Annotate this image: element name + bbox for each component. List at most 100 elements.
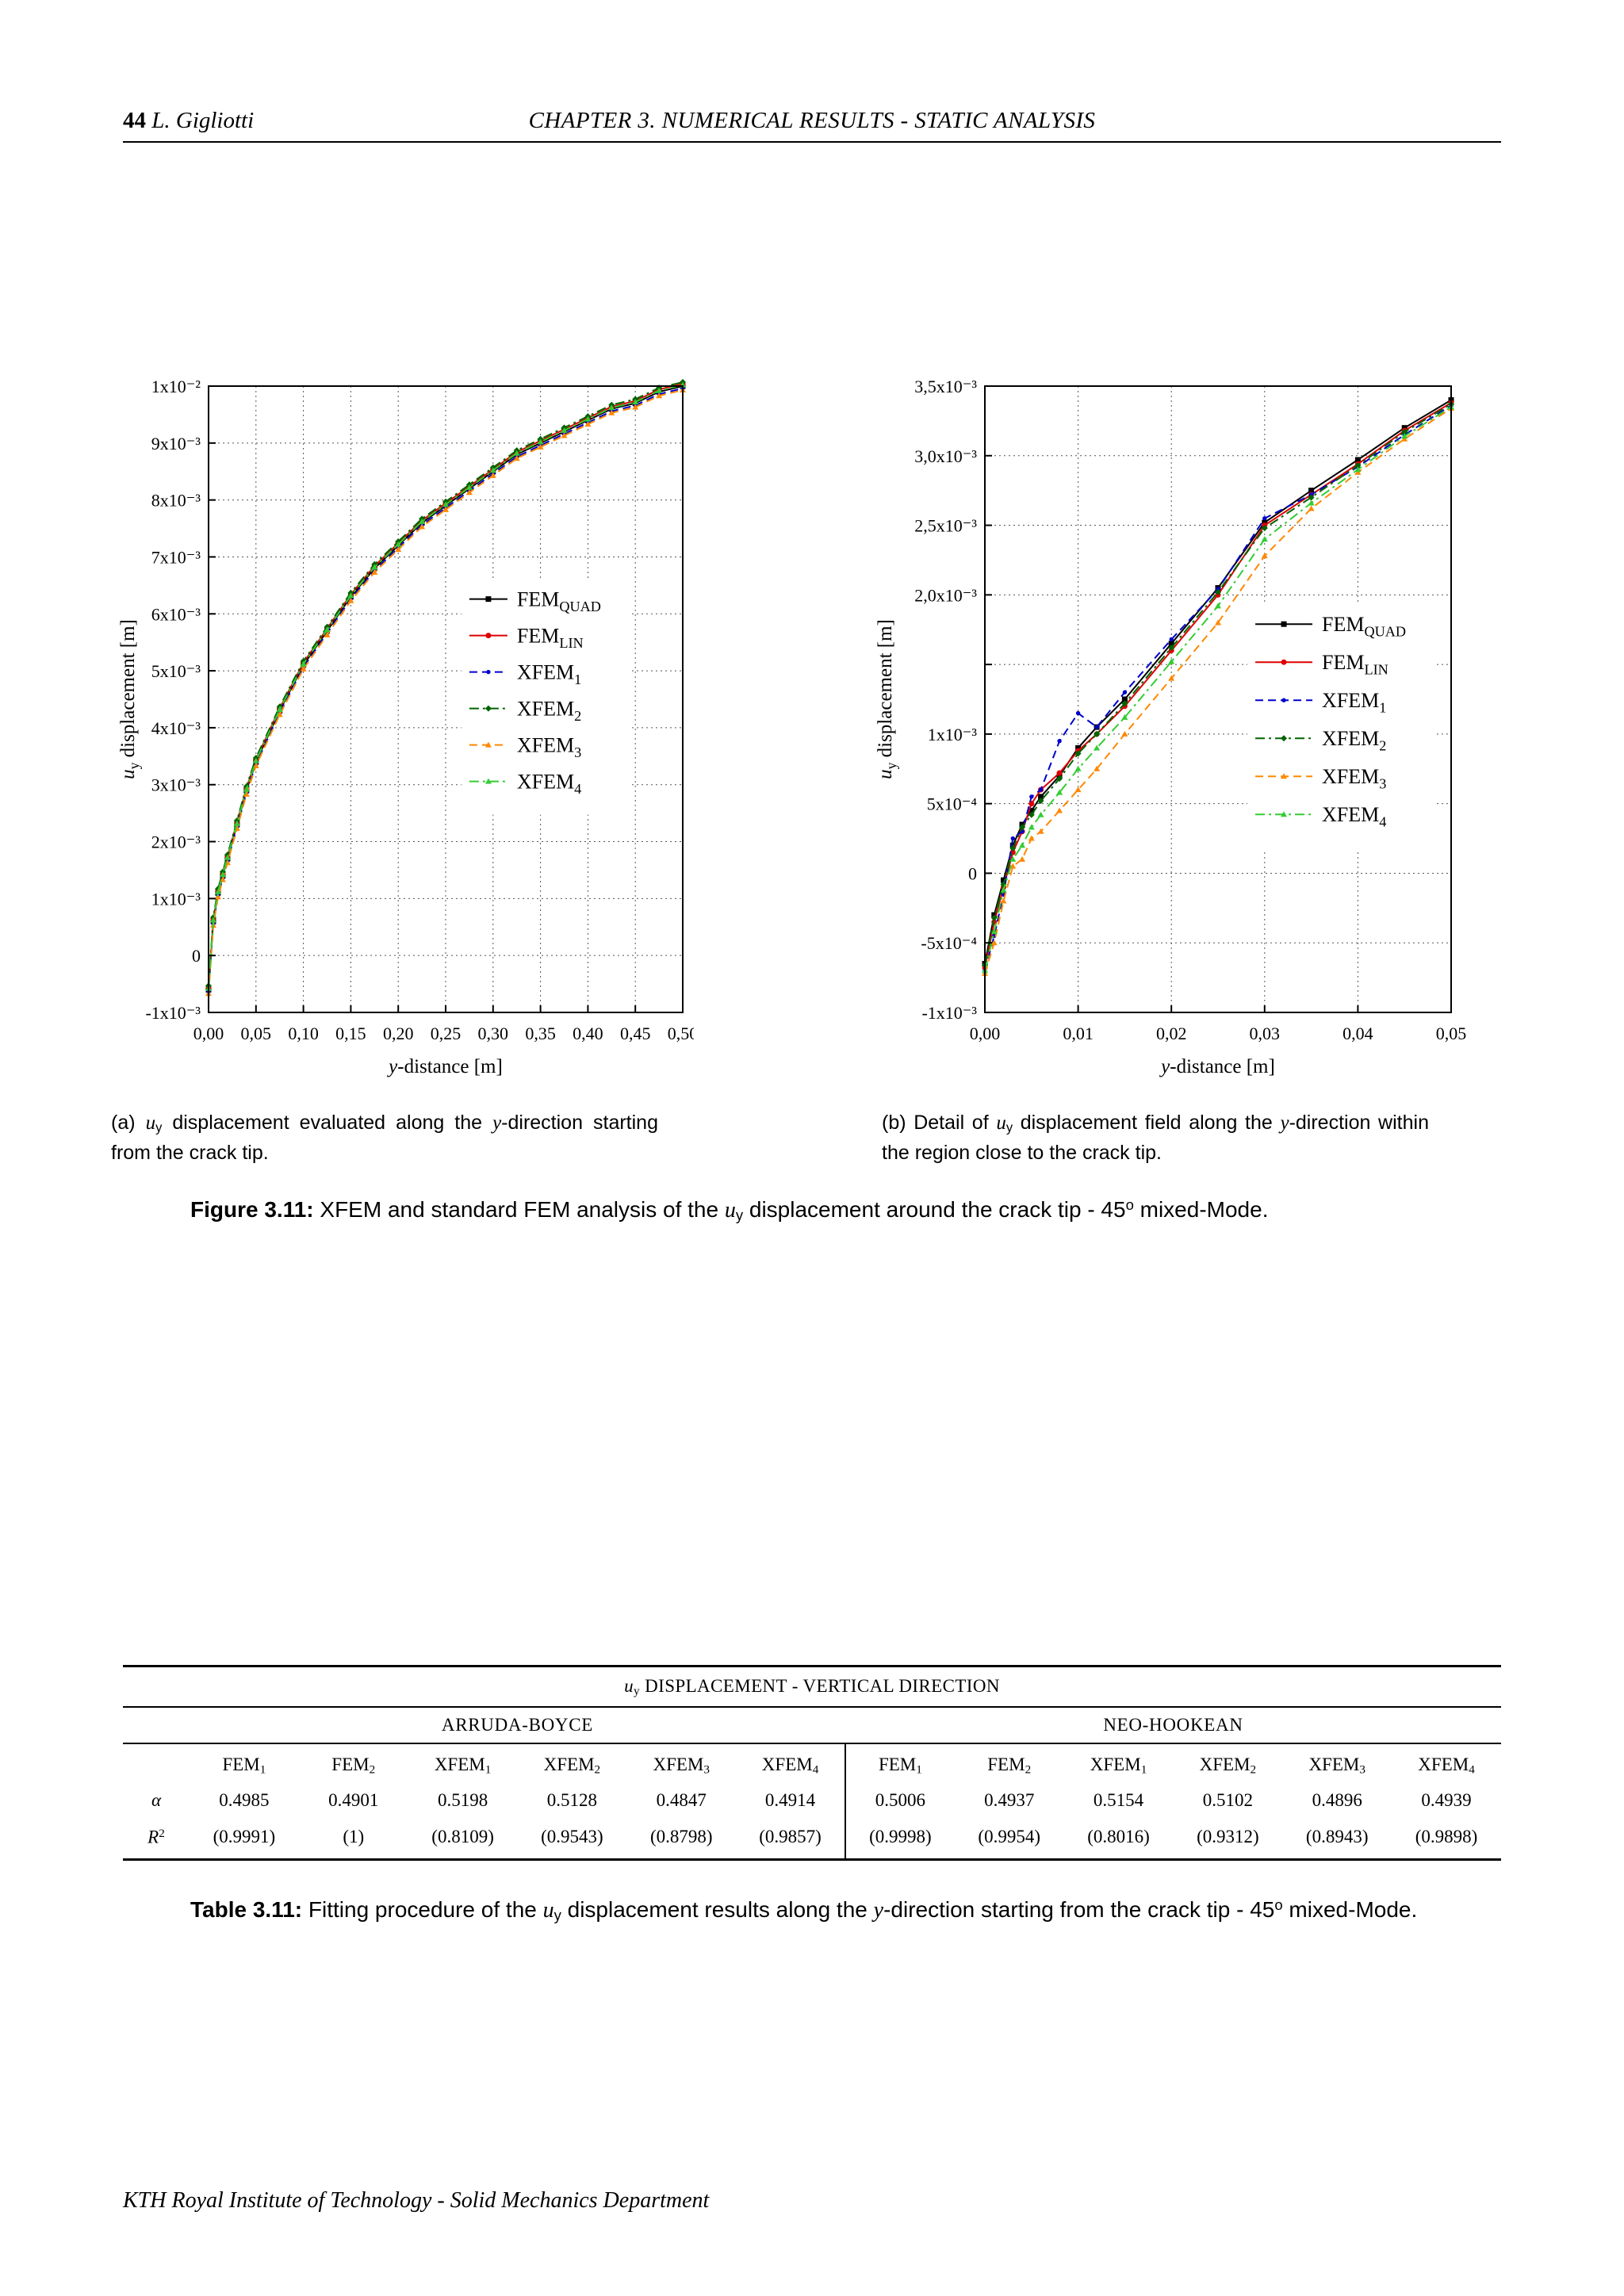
table-cell: 0.4937 — [984, 1789, 1035, 1810]
svg-text:FEMQUAD: FEMQUAD — [1322, 613, 1406, 639]
col-header-xfem3-ab: XFEM3 — [653, 1755, 710, 1777]
svg-text:0,05: 0,05 — [241, 1024, 272, 1043]
svg-text:XFEM4: XFEM4 — [1322, 803, 1386, 829]
figure-caption: Figure 3.11: XFEM and standard FEM analy… — [190, 1196, 1269, 1224]
results-table: uy DISPLACEMENT - VERTICAL DIRECTION ARR… — [123, 1665, 1501, 1862]
svg-text:0,20: 0,20 — [383, 1024, 414, 1043]
svg-text:3,5x10⁻³: 3,5x10⁻³ — [914, 377, 977, 396]
svg-text:-1x10⁻³: -1x10⁻³ — [145, 1003, 201, 1023]
svg-text:0,25: 0,25 — [431, 1024, 462, 1043]
table-cell: (0.8798) — [626, 1818, 737, 1862]
svg-text:2x10⁻³: 2x10⁻³ — [151, 832, 201, 852]
svg-text:0: 0 — [192, 946, 201, 966]
svg-text:3x10⁻³: 3x10⁻³ — [151, 775, 201, 795]
col-header-xfem2-nh: XFEM2 — [1199, 1755, 1257, 1777]
svg-text:0,05: 0,05 — [1436, 1024, 1467, 1043]
chart-a-canvas: 0,00 0,05 0,10 0,15 0,20 0,25 0,30 0,35 0,40 0,45… — [117, 377, 698, 1077]
table-group-row: ARRUDA-BOYCE NEO-HOOKEAN — [123, 1707, 1501, 1745]
row-label-r2: R2 — [123, 1818, 190, 1862]
table-cell: (0.9857) — [736, 1818, 845, 1862]
header-rule — [123, 141, 1501, 143]
table-cell: 0.5006 — [844, 1781, 955, 1819]
svg-text:2,5x10⁻³: 2,5x10⁻³ — [914, 516, 977, 536]
svg-text:8x10⁻³: 8x10⁻³ — [151, 491, 201, 511]
table-header-row: FEM1 FEM2 XFEM1 XFEM2 XFEM3 XFEM4 FEM1 F… — [123, 1743, 1501, 1782]
table-cell: (0.9312) — [1173, 1818, 1283, 1862]
svg-text:0,03: 0,03 — [1250, 1024, 1281, 1043]
col-header-xfem4-ab: XFEM4 — [761, 1755, 819, 1777]
svg-text:uy displacement [m]: uy displacement [m] — [875, 619, 899, 779]
table-cell: 0.5198 — [437, 1789, 488, 1810]
svg-text:3,0x10⁻³: 3,0x10⁻³ — [914, 446, 977, 466]
svg-text:XFEM2: XFEM2 — [517, 698, 581, 724]
table-caption: Table 3.11: Fitting procedure of the uy … — [190, 1896, 1418, 1924]
col-header-fem2-nh: FEM2 — [987, 1755, 1032, 1777]
svg-text:-5x10⁻⁴: -5x10⁻⁴ — [921, 933, 977, 953]
table-cell: 0.4914 — [764, 1789, 816, 1810]
table-row-r2: R2 (0.9991) (1) (0.8109) (0.9543) (0.879… — [123, 1818, 1501, 1862]
group-header-neo-hookean: NEO-HOOKEAN — [845, 1707, 1501, 1745]
svg-text:0,30: 0,30 — [478, 1024, 509, 1043]
table-row-alpha: α 0.4985 0.4901 0.5198 0.5128 0.4847 0.4… — [123, 1781, 1501, 1819]
svg-text:5x10⁻⁴: 5x10⁻⁴ — [927, 794, 978, 814]
svg-text:XFEM4: XFEM4 — [517, 771, 581, 797]
table-corner-blank — [123, 1707, 190, 1745]
svg-text:1x10⁻³: 1x10⁻³ — [928, 725, 978, 744]
table-cell: 0.4985 — [219, 1789, 270, 1810]
table-cell: 0.4939 — [1421, 1789, 1472, 1810]
table-cell: (0.8109) — [408, 1818, 518, 1862]
svg-text:0,02: 0,02 — [1156, 1024, 1187, 1043]
col-header-xfem3-nh: XFEM3 — [1308, 1755, 1365, 1777]
svg-text:9x10⁻³: 9x10⁻³ — [151, 434, 201, 453]
chapter-running-title: CHAPTER 3. NUMERICAL RESULTS - STATIC AN… — [528, 108, 1096, 133]
svg-text:1x10⁻²: 1x10⁻² — [151, 377, 201, 396]
table-cell: (0.8016) — [1063, 1818, 1174, 1862]
col-header-xfem1-ab: XFEM1 — [434, 1755, 492, 1777]
svg-text:0,00: 0,00 — [193, 1024, 224, 1043]
svg-text:XFEM3: XFEM3 — [1322, 765, 1386, 791]
table-cell: (0.9898) — [1392, 1818, 1501, 1862]
svg-text:0: 0 — [968, 863, 977, 883]
svg-text:0,15: 0,15 — [335, 1024, 366, 1043]
svg-text:0,50: 0,50 — [668, 1024, 694, 1043]
svg-text:uy displacement [m]: uy displacement [m] — [117, 619, 142, 779]
table-cell: (0.9998) — [844, 1818, 955, 1862]
svg-text:1x10⁻³: 1x10⁻³ — [151, 889, 201, 909]
svg-text:5x10⁻³: 5x10⁻³ — [151, 661, 201, 681]
svg-text:FEMQUAD: FEMQUAD — [517, 588, 601, 614]
svg-text:XFEM1: XFEM1 — [517, 661, 581, 687]
svg-text:y-distance [m]: y-distance [m] — [1159, 1056, 1275, 1077]
table-cell: (0.9991) — [190, 1818, 299, 1862]
svg-text:XFEM1: XFEM1 — [1322, 689, 1386, 715]
col-header-xfem2-ab: XFEM2 — [543, 1755, 601, 1777]
svg-text:0,04: 0,04 — [1342, 1024, 1373, 1043]
svg-text:2,0x10⁻³: 2,0x10⁻³ — [914, 585, 977, 605]
chart-b: 0,00 0,01 0,02 0,03 0,04 0,05 3,5x10⁻³ 3,0x10⁻³… — [864, 361, 1467, 1094]
svg-text:XFEM3: XFEM3 — [517, 734, 581, 760]
table-cell: 0.4901 — [328, 1789, 379, 1810]
table-cell: (0.8943) — [1282, 1818, 1392, 1862]
svg-text:4x10⁻³: 4x10⁻³ — [151, 718, 201, 738]
svg-text:-1x10⁻³: -1x10⁻³ — [921, 1003, 977, 1023]
chart-a: 0,00 0,05 0,10 0,15 0,20 0,25 0,30 0,35 0,40 0,45… — [107, 361, 698, 1094]
col-header-fem1-ab: FEM1 — [222, 1755, 266, 1777]
svg-text:FEMLIN: FEMLIN — [1322, 651, 1388, 677]
col-header-xfem1-nh: XFEM1 — [1090, 1755, 1147, 1777]
table-corner-blank — [123, 1743, 190, 1781]
col-header-fem2-ab: FEM2 — [331, 1755, 376, 1777]
subcaption-b: (b) Detail of uy displacement field alon… — [882, 1112, 1429, 1164]
footer-text: KTH Royal Institute of Technology - Soli… — [123, 2188, 710, 2213]
table-cell: (1) — [298, 1818, 408, 1862]
subcaption-a: (a) uy displacement evaluated along the … — [111, 1112, 658, 1164]
svg-text:0,35: 0,35 — [525, 1024, 556, 1043]
col-header-fem1-nh: FEM1 — [844, 1743, 955, 1782]
svg-text:y-distance [m]: y-distance [m] — [386, 1056, 503, 1077]
svg-text:0,01: 0,01 — [1063, 1024, 1094, 1043]
svg-text:FEMLIN: FEMLIN — [517, 625, 584, 651]
table-cell: (0.9954) — [954, 1818, 1064, 1862]
svg-text:6x10⁻³: 6x10⁻³ — [151, 604, 201, 624]
table-cell: 0.4847 — [656, 1789, 707, 1810]
group-header-arruda-boyce: ARRUDA-BOYCE — [190, 1707, 845, 1745]
svg-text:XFEM2: XFEM2 — [1322, 727, 1386, 753]
